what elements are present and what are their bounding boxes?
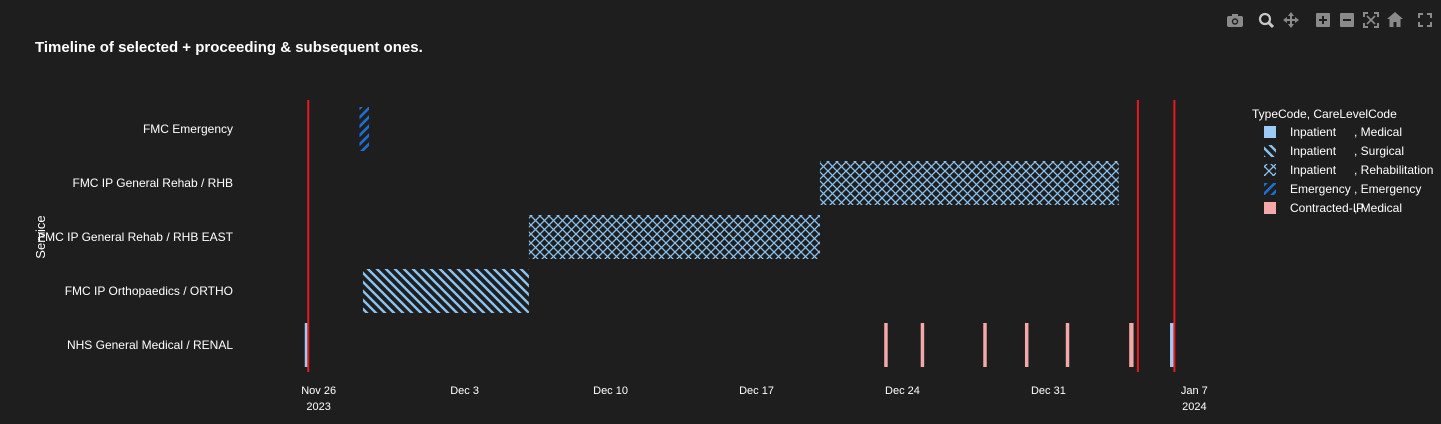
zoom-out-icon[interactable]	[1340, 13, 1354, 27]
segment-inp-med-4[interactable]	[304, 323, 309, 367]
legend-care-inp-surg[interactable]: , Surgical	[1354, 144, 1404, 158]
y-label-4: NHS General Medical / RENAL	[67, 338, 233, 352]
segment-inp-rehab-1[interactable]	[819, 161, 1119, 205]
segment-inp-med-11[interactable]	[1170, 323, 1175, 367]
modebar	[1227, 12, 1432, 29]
y-axis-labels: FMC Emergency FMC IP General Rehab / RHB F…	[38, 122, 234, 352]
legend-care-emerg[interactable]: , Emergency	[1354, 182, 1421, 196]
segment-inp-surg-3[interactable]	[362, 269, 529, 313]
segment-emerg-0[interactable]	[359, 107, 370, 151]
y-axis-title: Service	[33, 215, 48, 258]
segment-cip-med-10[interactable]	[1129, 323, 1134, 367]
legend-swatch-emerg[interactable]	[1264, 183, 1276, 195]
segment-inp-rehab-2[interactable]	[528, 215, 820, 259]
segment-cip-med-9[interactable]	[1065, 323, 1070, 367]
x-tick-year-0: 2023	[306, 401, 330, 413]
legend-type-inp-surg[interactable]: Inpatient	[1290, 144, 1337, 158]
legend: TypeCode, CareLevelCode Inpatient , Medic…	[1252, 107, 1433, 215]
x-axis-ticks: Nov 26 2023 Dec 3 Dec 10 Dec 17 Dec 24 Dec 31 J…	[301, 385, 1208, 413]
legend-title: TypeCode, CareLevelCode	[1252, 107, 1397, 121]
segment-cip-med-8[interactable]	[1024, 323, 1029, 367]
y-label-0: FMC Emergency	[143, 122, 233, 136]
chart-title: Timeline of selected + proceeding & subs…	[35, 39, 423, 56]
segment-cip-med-6[interactable]	[920, 323, 925, 367]
legend-type-emerg[interactable]: Emergency	[1290, 182, 1351, 196]
segment-cip-med-5[interactable]	[884, 323, 888, 367]
legend-care-inp-med[interactable]: , Medical	[1354, 125, 1402, 139]
timeline-segments	[304, 107, 1175, 367]
camera-icon[interactable]	[1227, 14, 1243, 27]
y-label-1: FMC IP General Rehab / RHB	[72, 176, 233, 190]
x-tick-5: Dec 31	[1031, 385, 1066, 397]
legend-type-cip-med[interactable]: Contracted-IP	[1290, 201, 1364, 215]
legend-type-inp-rehab[interactable]: Inpatient	[1290, 163, 1337, 177]
y-label-2: FMC IP General Rehab / RHB EAST	[38, 230, 234, 244]
autoscale-icon[interactable]	[1363, 12, 1379, 28]
pan-icon[interactable]	[1283, 12, 1299, 28]
legend-swatch-inp-surg[interactable]	[1264, 145, 1276, 157]
fullscreen-icon[interactable]	[1418, 13, 1432, 27]
x-tick-2: Dec 10	[593, 385, 628, 397]
segment-cip-med-7[interactable]	[983, 323, 987, 367]
x-tick-3: Dec 17	[739, 385, 774, 397]
zoom-in-icon[interactable]	[1316, 13, 1330, 27]
x-tick-6: Jan 7	[1181, 385, 1208, 397]
legend-type-inp-med[interactable]: Inpatient	[1290, 125, 1337, 139]
y-label-3: FMC IP Orthopaedics / ORTHO	[65, 284, 233, 298]
legend-care-inp-rehab[interactable]: , Rehabilitation	[1354, 163, 1433, 177]
x-tick-4: Dec 24	[885, 385, 920, 397]
legend-care-cip-med[interactable]: , Medical	[1354, 201, 1402, 215]
x-tick-0: Nov 26	[301, 385, 336, 397]
x-tick-year-6: 2024	[1182, 401, 1206, 413]
home-icon[interactable]	[1387, 12, 1403, 27]
legend-swatch-inp-rehab[interactable]	[1264, 164, 1276, 176]
legend-swatch-cip-med[interactable]	[1264, 202, 1276, 214]
reference-lines	[307, 100, 1176, 372]
legend-swatch-inp-med[interactable]	[1264, 126, 1276, 138]
x-tick-1: Dec 3	[450, 385, 479, 397]
zoom-icon[interactable]	[1258, 12, 1275, 29]
